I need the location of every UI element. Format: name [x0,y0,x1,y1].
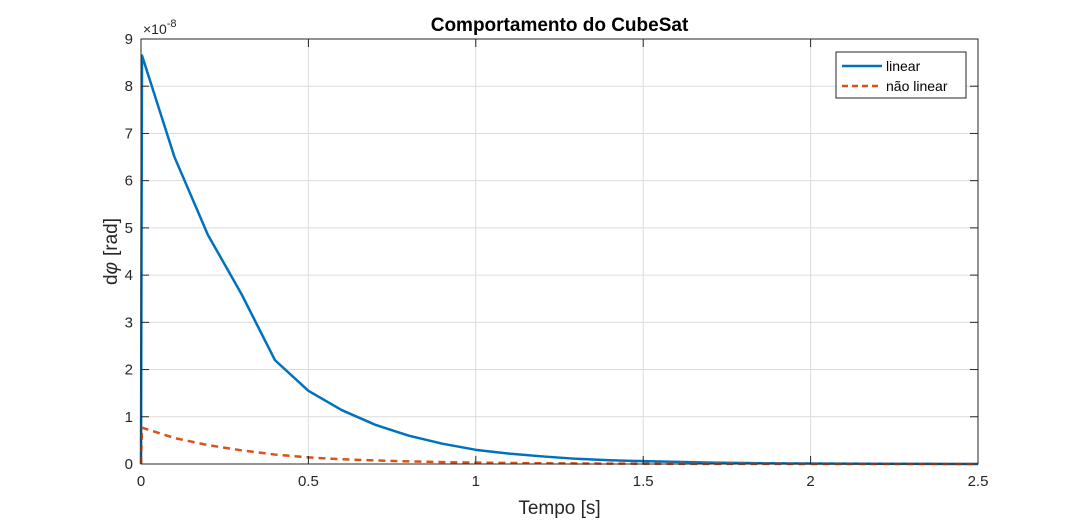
y-tick-label: 2 [125,362,133,379]
x-tick-label: 1 [472,473,480,490]
legend-label-linear: linear [886,58,921,74]
y-tick-label: 6 [125,173,133,190]
series-layer [139,54,979,466]
y-tick-label: 5 [125,220,133,237]
x-tick-label: 2 [806,473,814,490]
x-tick-label: 1.5 [633,473,654,490]
x-axis-label: Tempo [s] [518,498,600,519]
y-axis-multiplier-exponent: -8 [167,18,177,30]
legend: linear não linear [835,51,967,99]
y-tick-label: 9 [125,31,133,48]
y-tick-label: 0 [125,456,133,473]
y-axis-multiplier-base: ×10 [143,21,167,37]
x-tick-labels: 0 0.5 1 1.5 2 2.5 [137,473,989,490]
y-tick-label: 3 [125,314,133,331]
legend-label-nao-linear: não linear [886,78,948,94]
y-tick-label: 4 [125,267,133,284]
y-tick-label: 8 [125,78,133,95]
x-tick-label: 0.5 [298,473,319,490]
y-tick-label: 7 [125,125,133,142]
y-axis-multiplier: ×10-8 [143,18,177,37]
axes-box [140,38,979,465]
x-tick-label: 2.5 [968,473,989,490]
legend-box [835,51,967,99]
y-axis-label-unit: [rad] [101,218,122,256]
tick-marks [140,38,979,465]
x-tick-label: 0 [137,473,145,490]
grid-lines [140,38,979,465]
y-axis-label-symbol: φ [101,262,122,274]
y-tick-label: 1 [125,409,133,426]
y-axis-label: dφ [rad] [101,218,122,285]
y-axis-label-prefix: d [101,274,122,285]
plot-area [141,39,978,464]
series-line-nao-linear [139,426,979,466]
y-tick-labels: 0 1 2 3 4 5 6 7 8 9 [125,31,133,473]
chart-title: Comportamento do CubeSat [431,15,689,36]
